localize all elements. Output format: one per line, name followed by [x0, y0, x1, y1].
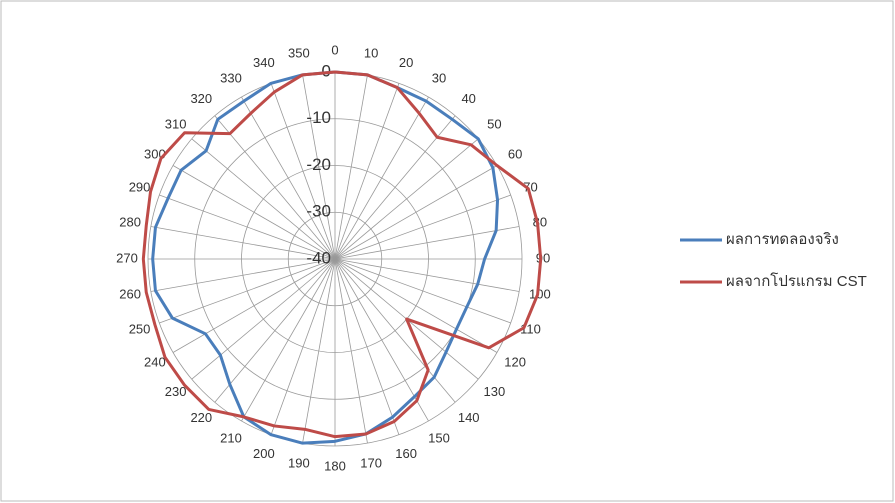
- angle-label: 220: [190, 410, 212, 425]
- angle-label: 230: [165, 384, 187, 399]
- spoke: [150, 226, 336, 260]
- spoke: [172, 258, 336, 353]
- spoke: [241, 96, 336, 260]
- spoke: [241, 258, 336, 422]
- spoke: [334, 74, 368, 260]
- spoke: [191, 258, 336, 380]
- spoke: [334, 258, 520, 292]
- spoke: [191, 138, 336, 260]
- angle-label: 50: [487, 117, 501, 132]
- angle-label: 250: [129, 322, 151, 337]
- angle-label: 280: [119, 214, 141, 229]
- r-tick-label: -20: [306, 155, 331, 174]
- angle-label: 270: [116, 250, 138, 265]
- spoke: [334, 258, 456, 403]
- r-tick-label: 0: [322, 61, 331, 80]
- angle-label: 0: [331, 42, 338, 57]
- angle-label: 60: [508, 146, 522, 161]
- angle-label: 170: [360, 455, 382, 470]
- spoke: [334, 138, 479, 260]
- spoke: [159, 258, 336, 324]
- angle-label: 70: [523, 179, 537, 194]
- angle-label: 30: [432, 70, 446, 85]
- spoke: [270, 83, 336, 260]
- angle-label: 240: [144, 354, 166, 369]
- spoke: [334, 258, 400, 435]
- spoke: [334, 115, 456, 260]
- spoke: [334, 258, 368, 444]
- angle-label: 310: [165, 117, 187, 132]
- spoke: [159, 194, 336, 260]
- legend-label: ผลการทดลองจริง: [726, 231, 839, 248]
- series-line: [141, 70, 543, 439]
- angle-label: 350: [288, 46, 310, 61]
- angle-label: 10: [364, 46, 378, 61]
- spoke: [150, 258, 336, 292]
- spoke: [334, 165, 498, 260]
- angle-label: 120: [504, 354, 526, 369]
- spoke: [172, 165, 336, 260]
- angle-label: 160: [395, 446, 417, 461]
- spoke: [270, 258, 336, 435]
- angle-label: 140: [458, 410, 480, 425]
- angle-label: 90: [536, 250, 550, 265]
- angle-label: 300: [144, 146, 166, 161]
- angle-label: 150: [428, 431, 450, 446]
- angle-label: 330: [220, 70, 242, 85]
- legend-label: ผลจากโปรแกรม CST: [726, 272, 867, 290]
- angle-label: 210: [220, 431, 242, 446]
- spoke: [334, 96, 429, 260]
- spoke: [302, 74, 336, 260]
- angle-label: 290: [129, 179, 151, 194]
- angle-label: 190: [288, 455, 310, 470]
- angle-label: 200: [253, 446, 275, 461]
- spoke: [334, 258, 498, 353]
- spoke: [302, 258, 336, 444]
- spoke: [214, 115, 336, 260]
- angle-label: 340: [253, 55, 275, 70]
- angle-label: 40: [461, 91, 475, 106]
- r-tick-label: -30: [306, 202, 331, 221]
- spoke: [334, 258, 429, 422]
- angle-label: 100: [529, 287, 551, 302]
- spoke: [334, 83, 400, 260]
- series-line: [151, 70, 500, 445]
- r-tick-label: -40: [306, 248, 331, 267]
- spoke: [334, 194, 511, 260]
- r-tick-label: -10: [306, 108, 331, 127]
- spoke: [334, 258, 511, 324]
- angle-label: 20: [399, 55, 413, 70]
- spoke: [334, 226, 520, 260]
- angle-label: 130: [483, 384, 505, 399]
- angle-label: 260: [119, 287, 141, 302]
- spoke: [214, 258, 336, 403]
- angle-label: 320: [190, 91, 212, 106]
- angle-label: 180: [324, 458, 346, 473]
